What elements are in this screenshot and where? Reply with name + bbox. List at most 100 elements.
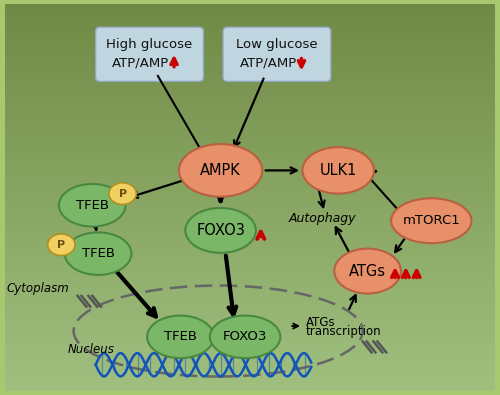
Bar (5, 62, 495, 66)
Bar (5, 256, 495, 260)
Bar (5, 135, 495, 139)
Text: ATGs: ATGs (306, 316, 336, 329)
Bar (5, 217, 495, 221)
Bar (5, 31, 495, 35)
Text: transcription: transcription (306, 325, 382, 338)
Bar (5, 182, 495, 186)
Bar (5, 147, 495, 151)
Bar (5, 167, 495, 170)
Bar (5, 178, 495, 182)
Bar (5, 213, 495, 217)
Bar (5, 376, 495, 380)
Bar (5, 132, 495, 135)
Bar (5, 170, 495, 174)
Bar (5, 143, 495, 147)
Bar (5, 85, 495, 89)
Bar (5, 310, 495, 314)
Text: Low glucose: Low glucose (236, 38, 318, 51)
Bar (5, 23, 495, 27)
Bar (5, 260, 495, 263)
Bar (5, 198, 495, 201)
Ellipse shape (179, 144, 262, 197)
Text: ULK1: ULK1 (320, 163, 357, 178)
Bar (5, 105, 495, 109)
Bar (5, 139, 495, 143)
Bar (5, 252, 495, 256)
Bar (5, 12, 495, 15)
Bar (5, 151, 495, 155)
Bar (5, 15, 495, 19)
Bar (5, 58, 495, 62)
Text: ATP/AMP: ATP/AMP (112, 56, 170, 69)
Bar (5, 27, 495, 31)
Bar (5, 174, 495, 178)
Bar (5, 341, 495, 344)
Bar (5, 109, 495, 112)
Bar (5, 271, 495, 275)
Bar (5, 298, 495, 302)
Bar (5, 128, 495, 132)
Bar (5, 329, 495, 333)
Bar (5, 93, 495, 97)
Bar (5, 221, 495, 225)
Text: FOXO3: FOXO3 (196, 223, 245, 238)
Bar (5, 116, 495, 120)
Bar (5, 19, 495, 23)
Bar (5, 352, 495, 356)
Bar (5, 325, 495, 329)
Bar (5, 39, 495, 43)
Bar (5, 54, 495, 58)
Bar (5, 228, 495, 232)
Bar (5, 209, 495, 213)
Text: FOXO3: FOXO3 (223, 330, 268, 343)
Bar (5, 322, 495, 325)
Bar (5, 360, 495, 364)
Bar (5, 225, 495, 228)
Text: mTORC1: mTORC1 (402, 214, 460, 227)
Ellipse shape (391, 198, 471, 243)
Text: AMPK: AMPK (200, 163, 241, 178)
Bar (5, 120, 495, 124)
Bar (5, 43, 495, 47)
Bar (5, 263, 495, 267)
Bar (5, 163, 495, 167)
Ellipse shape (186, 208, 256, 253)
Text: P: P (118, 189, 126, 199)
Bar (5, 66, 495, 70)
Bar (5, 244, 495, 248)
Bar (5, 283, 495, 286)
Text: TFEB: TFEB (164, 330, 197, 343)
Bar (5, 344, 495, 348)
Ellipse shape (210, 316, 280, 358)
Bar (5, 286, 495, 290)
Bar (5, 356, 495, 360)
Circle shape (109, 183, 136, 205)
Bar (5, 51, 495, 54)
Bar (5, 368, 495, 372)
Ellipse shape (65, 232, 132, 275)
Bar (5, 77, 495, 81)
Text: Nucleus: Nucleus (68, 343, 114, 356)
Bar (5, 248, 495, 252)
Bar (5, 318, 495, 322)
Bar (5, 47, 495, 51)
Bar (5, 81, 495, 85)
Bar (5, 201, 495, 205)
Ellipse shape (147, 316, 214, 358)
Bar (5, 236, 495, 240)
Bar (5, 333, 495, 337)
Bar (5, 124, 495, 128)
Bar (5, 232, 495, 236)
Bar (5, 290, 495, 294)
Bar (5, 380, 495, 383)
Bar (5, 383, 495, 387)
Bar (5, 89, 495, 93)
Circle shape (48, 234, 75, 256)
Bar (5, 155, 495, 159)
Bar (5, 337, 495, 341)
Bar (5, 73, 495, 77)
Bar (5, 294, 495, 298)
FancyBboxPatch shape (223, 27, 331, 81)
Text: ATGs: ATGs (349, 263, 386, 278)
Bar (5, 112, 495, 116)
